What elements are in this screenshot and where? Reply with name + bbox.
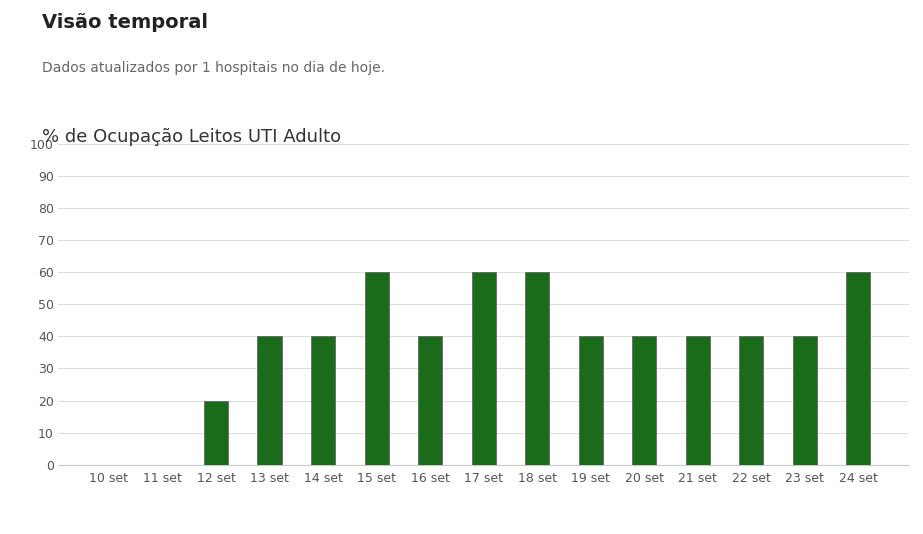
Bar: [846, 272, 870, 465]
Bar: [739, 336, 763, 465]
Bar: [472, 272, 496, 465]
Text: % de Ocupação Leitos UTI Adulto: % de Ocupação Leitos UTI Adulto: [42, 128, 341, 146]
Bar: [418, 336, 442, 465]
Bar: [686, 336, 710, 465]
Text: Dados atualizados por 1 hospitais no dia de hoje.: Dados atualizados por 1 hospitais no dia…: [42, 61, 385, 75]
Bar: [258, 336, 282, 465]
Bar: [525, 272, 549, 465]
Text: Visão temporal: Visão temporal: [42, 13, 208, 33]
Bar: [311, 336, 335, 465]
Bar: [579, 336, 603, 465]
Bar: [365, 272, 389, 465]
Bar: [793, 336, 817, 465]
Bar: [204, 400, 228, 465]
Bar: [632, 336, 656, 465]
